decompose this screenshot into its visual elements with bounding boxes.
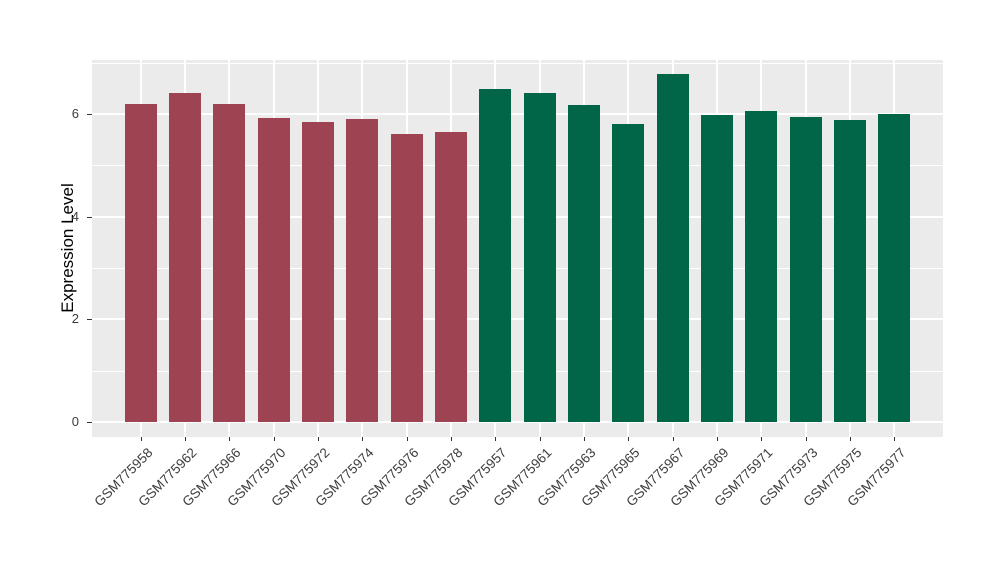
bar-GSM775961 <box>523 93 556 422</box>
x-axis-tick <box>318 437 320 441</box>
x-axis-tick <box>229 437 231 441</box>
bar-GSM775966 <box>213 104 246 422</box>
x-axis-tick <box>539 437 541 441</box>
plot-area <box>92 60 943 437</box>
bar-GSM775958 <box>124 103 157 422</box>
bar-GSM775973 <box>789 117 822 422</box>
x-axis-tick <box>185 437 187 441</box>
bar-GSM775962 <box>169 92 202 422</box>
x-axis-tick <box>672 437 674 441</box>
major-gridline <box>92 112 943 115</box>
bar-GSM775978 <box>435 131 467 422</box>
bar-GSM775957 <box>479 89 512 422</box>
major-gridline <box>92 215 943 218</box>
minor-gridline <box>92 62 943 64</box>
y-tick-label: 2 <box>71 311 79 327</box>
bar-GSM775974 <box>346 118 379 422</box>
x-axis-tick <box>451 437 453 441</box>
bar-GSM775965 <box>612 124 645 422</box>
x-axis-tick <box>273 437 275 441</box>
y-axis-tick <box>87 113 92 115</box>
x-axis-tick <box>716 437 718 441</box>
y-tick-label: 4 <box>71 208 79 224</box>
x-axis-tick <box>805 437 807 441</box>
x-axis-tick <box>583 437 585 441</box>
major-gridline <box>92 318 943 321</box>
major-gridline <box>92 421 943 423</box>
bar-GSM775970 <box>257 118 290 422</box>
x-axis-tick <box>894 437 896 441</box>
x-axis-tick <box>849 437 851 441</box>
y-axis-title: Expression Level <box>58 183 77 313</box>
x-axis-tick <box>761 437 763 441</box>
x-axis-tick <box>362 437 364 441</box>
bar-GSM775975 <box>833 120 866 422</box>
y-tick-label: 0 <box>71 414 79 429</box>
x-axis-tick <box>140 437 142 441</box>
bar-GSM775971 <box>745 111 778 422</box>
bar-GSM775967 <box>656 74 689 422</box>
x-axis-tick <box>495 437 497 441</box>
x-axis-tick <box>406 437 408 441</box>
y-axis-tick <box>87 216 92 218</box>
bar-GSM775972 <box>302 121 334 422</box>
y-axis-tick <box>87 319 92 321</box>
minor-gridline <box>92 267 943 269</box>
minor-gridline <box>92 165 943 167</box>
minor-gridline <box>92 370 943 372</box>
y-axis-tick <box>87 422 92 423</box>
bar-GSM775976 <box>390 134 423 422</box>
x-axis-tick <box>628 437 630 441</box>
bar-GSM775963 <box>568 104 600 422</box>
y-tick-label: 6 <box>71 105 79 121</box>
bar-GSM775977 <box>878 114 911 422</box>
bar-GSM775969 <box>700 115 733 422</box>
